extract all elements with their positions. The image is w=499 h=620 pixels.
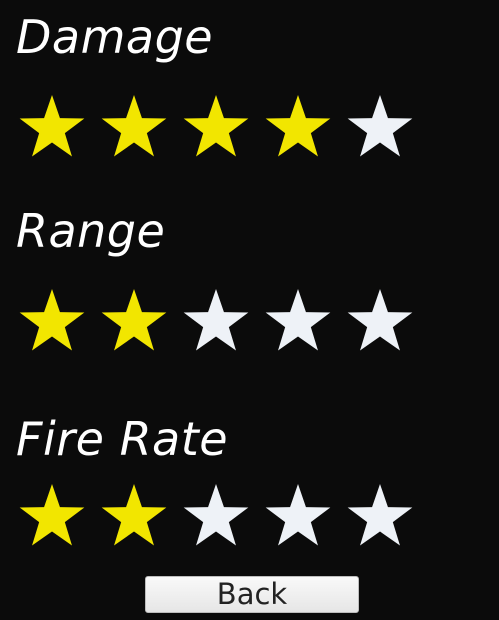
star-empty-icon [345, 93, 415, 163]
fire-rate-label: Fire Rate [16, 412, 229, 466]
star-empty-icon [181, 482, 251, 552]
star-filled-icon [99, 482, 169, 552]
star-filled-icon [263, 93, 333, 163]
damage-label: Damage [16, 10, 214, 64]
star-filled-icon [17, 93, 87, 163]
range-stars [17, 287, 427, 357]
star-empty-icon [345, 482, 415, 552]
star-empty-icon [263, 482, 333, 552]
star-empty-icon [345, 287, 415, 357]
star-empty-icon [181, 287, 251, 357]
damage-stars [17, 93, 427, 163]
star-filled-icon [17, 287, 87, 357]
star-filled-icon [99, 287, 169, 357]
back-button[interactable]: Back [145, 576, 359, 613]
star-filled-icon [17, 482, 87, 552]
range-label: Range [16, 204, 166, 258]
star-filled-icon [99, 93, 169, 163]
fire-rate-stars [17, 482, 427, 552]
star-empty-icon [263, 287, 333, 357]
star-filled-icon [181, 93, 251, 163]
